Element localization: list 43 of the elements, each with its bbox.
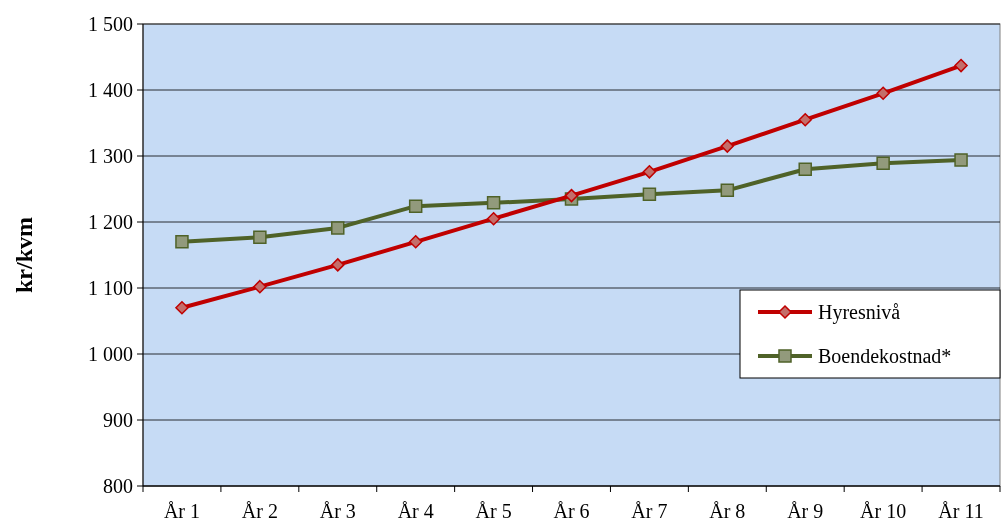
point (720, 139, 735, 153)
point (642, 187, 657, 202)
point (876, 86, 890, 101)
point (954, 153, 968, 167)
point (253, 279, 267, 294)
point (720, 183, 735, 198)
point (175, 301, 189, 315)
x-tick-label: År 6 (553, 500, 590, 522)
y-tick-label: 1 300 (88, 145, 133, 167)
point (486, 196, 501, 210)
legend-label: Boendekostnad* (818, 345, 952, 367)
x-tick-label: År 9 (787, 500, 824, 522)
point (331, 258, 345, 272)
point (175, 235, 189, 249)
x-tick-label: År 10 (860, 500, 907, 522)
x-tick-label: År 11 (938, 500, 984, 522)
y-tick-label: 900 (103, 409, 133, 431)
x-tick-label: År 2 (241, 500, 278, 522)
y-tick-label: 1 100 (88, 277, 133, 299)
y-axis-title: kr/kvm (11, 216, 37, 294)
y-tick-label: 1 400 (88, 79, 133, 101)
y-tick-label: 1 200 (88, 211, 133, 233)
point (798, 112, 812, 127)
x-tick-label: År 4 (397, 500, 434, 522)
x-tick-label: År 7 (631, 500, 668, 522)
x-tick-label: År 3 (319, 500, 356, 522)
y-tick-label: 1 000 (88, 343, 133, 365)
x-tick-label: År 1 (163, 500, 201, 522)
point (253, 230, 267, 244)
point (954, 58, 968, 73)
point (876, 156, 890, 171)
point (564, 188, 579, 203)
point (486, 211, 501, 226)
point (798, 162, 812, 176)
x-tick-label: År 5 (475, 500, 512, 522)
y-tick-label: 800 (103, 475, 133, 497)
point (408, 199, 423, 213)
x-tick-label: År 8 (709, 500, 746, 522)
y-tick-label: 1 500 (88, 13, 133, 35)
point (408, 235, 423, 249)
point (642, 165, 657, 179)
point (331, 221, 345, 235)
legend-label: Hyresnivå (818, 301, 901, 324)
